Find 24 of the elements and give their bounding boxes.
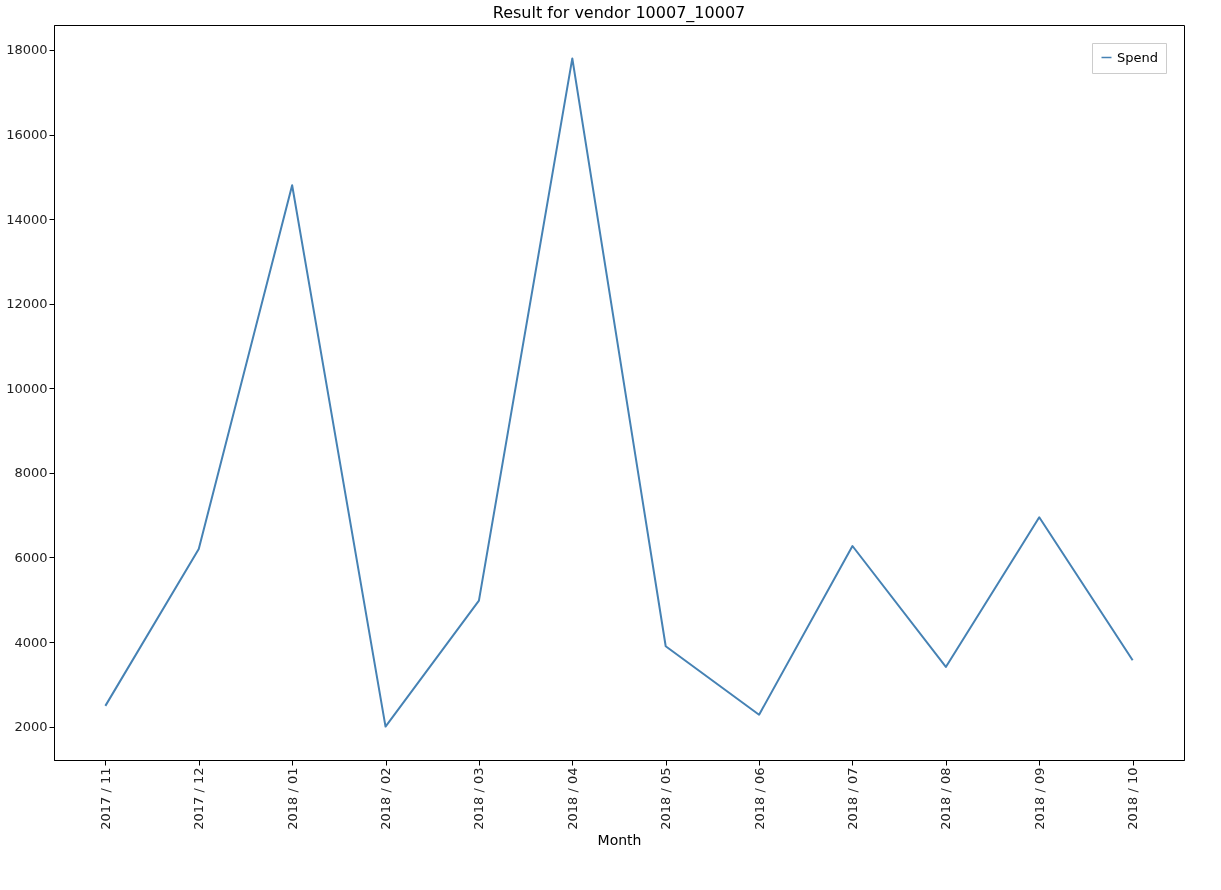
x-tick-label: 2017 / 12 [191, 767, 207, 830]
chart-title: Result for vendor 10007_10007 [492, 3, 746, 23]
x-axis-title: Month [597, 831, 642, 848]
x-tick-label: 2018 / 05 [658, 767, 674, 830]
x-tick-label: 2018 / 07 [844, 767, 860, 830]
y-tick-label: 6000 [14, 549, 48, 565]
x-tick-label: 2018 / 08 [938, 767, 954, 830]
x-tick-label: 2018 / 06 [751, 767, 767, 830]
x-tick-label: 2018 / 04 [564, 767, 580, 830]
y-tick-label: 16000 [6, 127, 48, 143]
y-tick-label: 18000 [6, 42, 48, 58]
y-tick-label: 12000 [6, 296, 48, 312]
x-tick-label: 2018 / 02 [378, 767, 394, 830]
x-tick-label: 2018 / 03 [471, 767, 487, 830]
x-tick-label: 2018 / 10 [1125, 767, 1141, 830]
y-tick-label: 8000 [14, 465, 48, 481]
y-tick-label: 2000 [14, 719, 48, 735]
legend-label: Spend [1117, 49, 1158, 65]
y-tick-label: 14000 [6, 211, 48, 227]
y-tick-label: 4000 [14, 634, 48, 650]
x-tick-label: 2018 / 01 [284, 767, 300, 830]
x-tick-label: 2017 / 11 [97, 767, 113, 830]
y-tick-label: 10000 [6, 380, 48, 396]
x-tick-label: 2018 / 09 [1031, 767, 1047, 830]
